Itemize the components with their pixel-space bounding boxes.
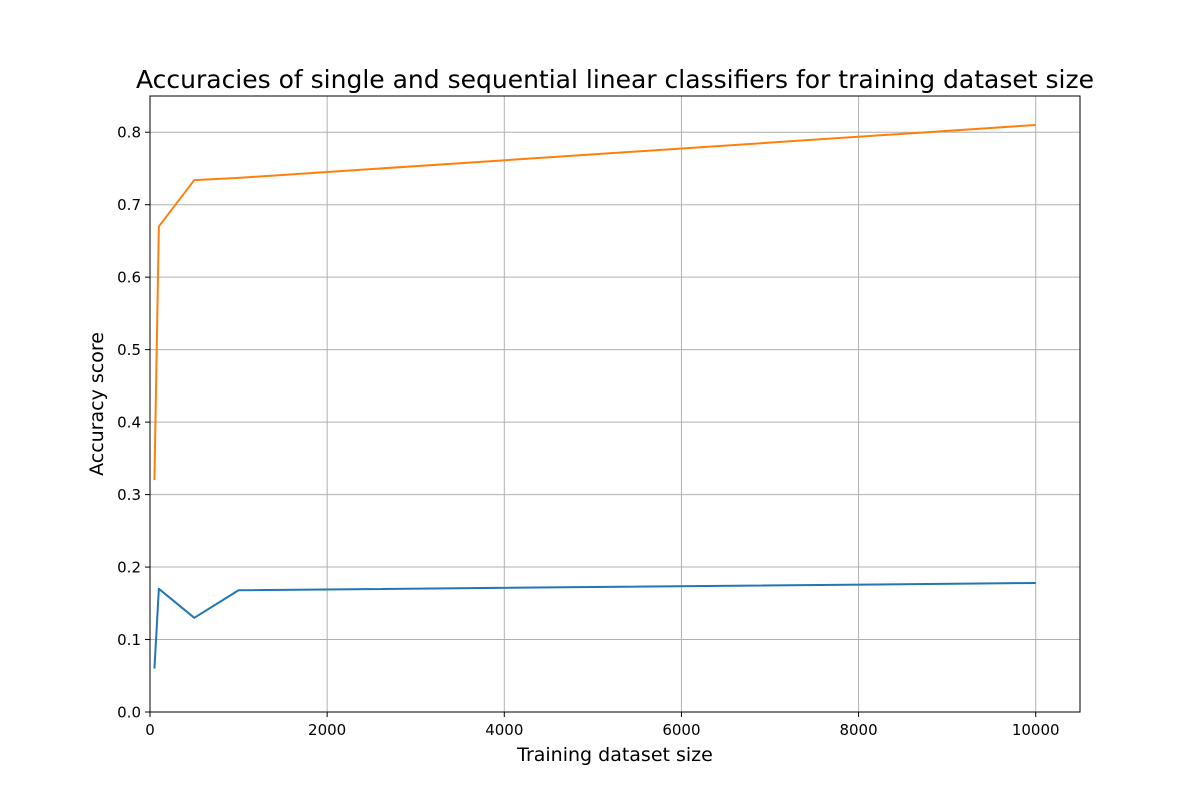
x-tick-label: 6000 [662, 721, 700, 739]
y-tick-label: 0.6 [117, 269, 141, 287]
y-tick-label: 0.4 [117, 414, 141, 432]
series-line-2 [153, 123, 1036, 481]
plot-frame [149, 95, 1081, 713]
x-tick-label: 8000 [839, 721, 877, 739]
y-tick-label: 0.5 [117, 341, 141, 359]
y-tick-label: 0.8 [117, 124, 141, 142]
y-tick-label: 0.2 [117, 559, 141, 577]
y-tick-label: 0.1 [117, 631, 141, 649]
x-axis-label: Training dataset size [516, 744, 713, 766]
y-tick-label: 0.0 [117, 704, 141, 722]
x-tick-label: 4000 [485, 721, 523, 739]
grid [149, 96, 1080, 713]
series-line-1 [153, 582, 1036, 669]
series-layer [153, 123, 1036, 669]
y-tick-label: 0.3 [117, 486, 141, 504]
y-tick-label: 0.7 [117, 196, 141, 214]
x-tick-label: 10000 [1012, 721, 1060, 739]
y-axis-label: Accuracy score [86, 332, 108, 476]
x-tick-label: 2000 [308, 721, 346, 739]
chart-title: Accuracies of single and sequential line… [136, 65, 1094, 94]
y-axis-ticks: 0.0 0.1 0.2 0.3 0.4 0.5 0.6 0.7 0.8 [117, 124, 150, 722]
x-tick-label: 0 [145, 721, 155, 739]
x-axis-ticks: 0 2000 4000 6000 8000 10000 [145, 712, 1060, 739]
